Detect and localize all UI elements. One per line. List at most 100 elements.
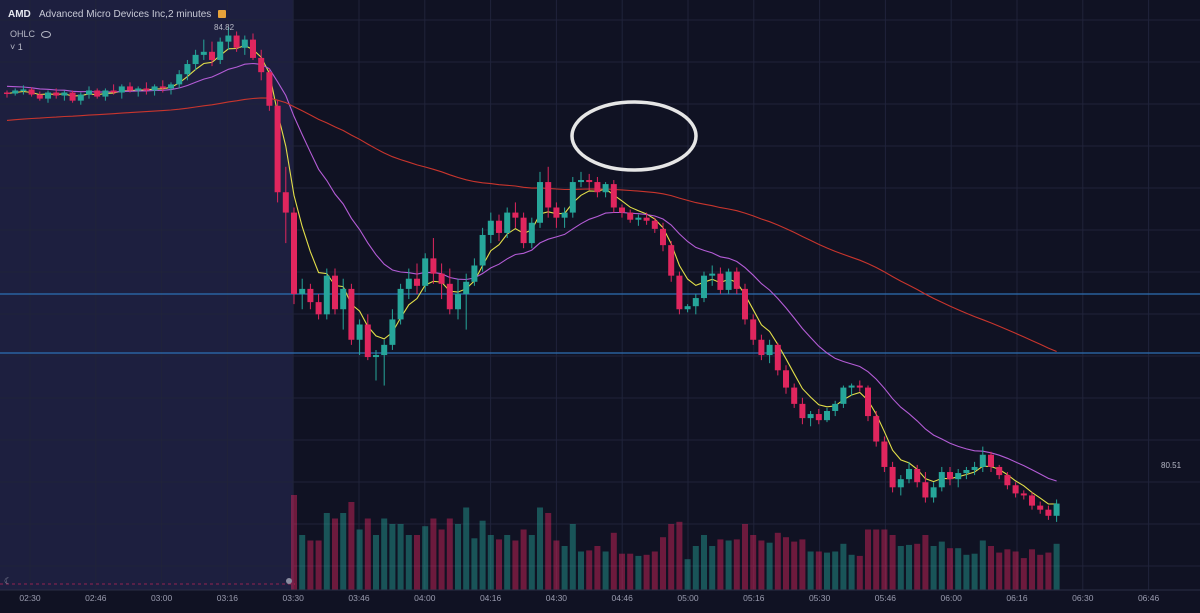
candle xyxy=(414,278,420,286)
candle xyxy=(602,184,609,193)
candle xyxy=(159,86,166,89)
volume-bar xyxy=(955,548,962,590)
volume-bar xyxy=(405,535,412,590)
candle xyxy=(643,217,650,221)
candle xyxy=(528,222,535,244)
volume-bar xyxy=(832,551,839,590)
volume-bar xyxy=(422,526,429,590)
volume-bar xyxy=(766,542,773,590)
candle xyxy=(963,470,970,474)
volume-bar xyxy=(307,540,314,590)
volume-bar xyxy=(610,532,617,590)
volume-bar xyxy=(668,524,675,590)
time-tick-label: 04:16 xyxy=(480,593,502,603)
volume-bar xyxy=(323,513,330,590)
candle xyxy=(69,92,76,101)
volume-bar xyxy=(348,502,355,590)
candle xyxy=(373,355,379,358)
candle xyxy=(520,217,527,244)
candle xyxy=(225,35,232,42)
candle xyxy=(725,271,732,290)
moon-icon: ☾ xyxy=(4,577,12,587)
volume-bar xyxy=(1053,543,1060,590)
volume-bar xyxy=(1012,551,1019,590)
candle xyxy=(553,207,560,218)
candle xyxy=(537,182,543,223)
volume-bar xyxy=(414,535,420,590)
volume-bar xyxy=(430,518,437,590)
volume-bar xyxy=(758,540,765,590)
chart-title: Advanced Micro Devices Inc,2 minutes xyxy=(39,9,212,20)
volume-bar xyxy=(627,553,634,590)
candle xyxy=(209,51,215,60)
collapse-toggle[interactable]: ˅ 1 xyxy=(10,42,23,52)
volume-bar xyxy=(930,546,937,590)
candle xyxy=(1053,503,1060,516)
volume-bar xyxy=(438,529,445,590)
eye-icon[interactable] xyxy=(40,31,51,39)
candle xyxy=(463,281,470,294)
candle xyxy=(496,220,502,233)
candle xyxy=(1037,505,1044,510)
candle xyxy=(364,324,371,358)
candle xyxy=(61,92,68,96)
candle xyxy=(332,275,338,310)
candle xyxy=(545,182,552,208)
candle xyxy=(938,472,945,488)
volume-bar xyxy=(586,550,593,590)
volume-bar xyxy=(996,552,1003,590)
candle xyxy=(135,88,142,91)
volume-bar xyxy=(594,546,601,590)
time-tick-label: 03:30 xyxy=(283,593,305,603)
volume-bar xyxy=(774,532,781,590)
session-marker[interactable] xyxy=(286,578,292,584)
candle xyxy=(750,319,757,340)
volume-bar xyxy=(1020,558,1027,590)
candle xyxy=(471,265,478,282)
candle xyxy=(274,105,281,193)
candle xyxy=(36,94,43,99)
candle xyxy=(832,403,839,411)
volume-bar xyxy=(463,507,470,590)
volume-bar xyxy=(397,524,404,590)
volume-bar xyxy=(914,543,921,590)
indicator-row[interactable]: OHLC xyxy=(10,29,51,39)
time-tick-label: 03:16 xyxy=(217,593,239,603)
candle xyxy=(619,207,625,213)
volume-bar xyxy=(791,541,798,590)
volume-bar xyxy=(815,551,822,590)
candle xyxy=(143,88,150,91)
volume-bar xyxy=(701,535,707,590)
candle xyxy=(742,288,748,320)
volume-bar xyxy=(602,551,609,590)
candle xyxy=(979,454,986,467)
candle xyxy=(299,288,306,294)
volume-bar xyxy=(315,540,322,590)
candle xyxy=(455,293,461,310)
volume-bar xyxy=(660,537,666,590)
time-tick-label: 06:16 xyxy=(1006,593,1028,603)
annotation-ellipse[interactable] xyxy=(570,100,698,172)
time-axis-background xyxy=(0,590,1200,608)
volume-bar xyxy=(897,546,904,590)
candle xyxy=(668,245,675,276)
candle xyxy=(45,92,51,99)
market-status-icon[interactable] xyxy=(218,10,227,19)
volume-bar xyxy=(291,495,297,590)
candle xyxy=(356,324,363,340)
candle xyxy=(53,92,60,96)
horizontal-lines[interactable] xyxy=(0,293,1200,354)
candle xyxy=(1029,495,1035,506)
candle xyxy=(922,482,929,498)
candle xyxy=(151,86,158,91)
symbol-label[interactable]: AMD xyxy=(8,9,31,20)
volume-bar xyxy=(979,540,986,590)
candle xyxy=(897,479,904,488)
candle xyxy=(389,319,396,345)
volume-bar xyxy=(906,544,912,590)
volume-bar xyxy=(733,539,740,590)
candle xyxy=(422,258,429,286)
candle xyxy=(94,90,101,97)
